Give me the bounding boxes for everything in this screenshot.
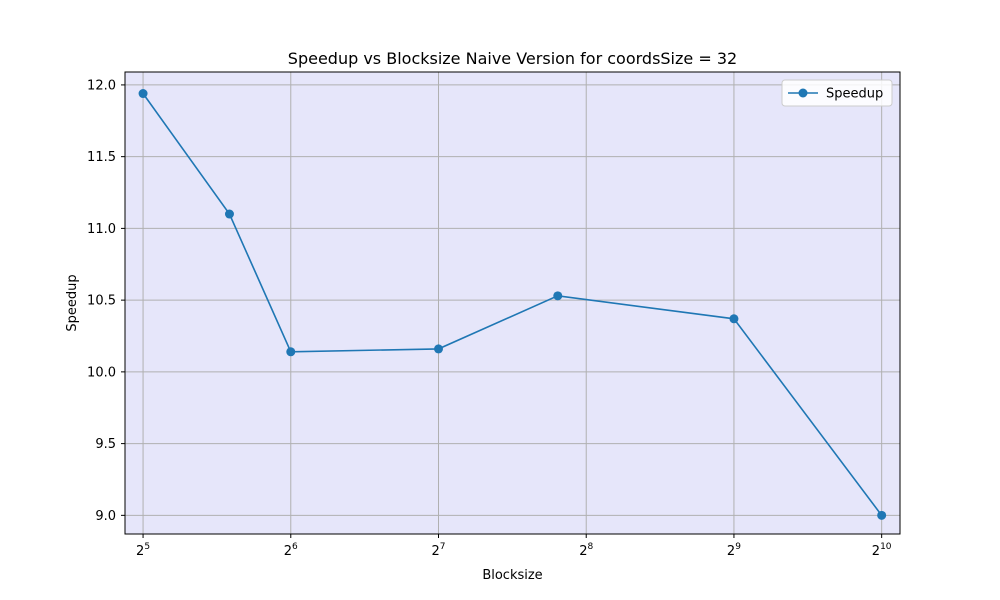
y-tick-label: 9.0	[95, 509, 116, 524]
plot-area	[125, 72, 900, 534]
legend-box	[781, 79, 893, 107]
y-axis-ticks: 9.0 9.5 10.0 10.5 11.0 11.5 12.0	[87, 78, 125, 524]
chart-title: Speedup vs Blocksize Naive Version for c…	[288, 49, 737, 68]
data-point	[286, 347, 296, 357]
y-tick-label: 11.5	[87, 150, 116, 165]
y-tick-label: 10.0	[87, 365, 116, 380]
y-axis-label: Speedup	[65, 274, 80, 331]
y-tick-label: 11.0	[87, 222, 116, 237]
plot-frame	[124, 71, 901, 535]
x-tick-label: 25	[136, 542, 150, 559]
legend: Speedup	[781, 79, 893, 107]
x-tick-label: 28	[579, 542, 593, 559]
grid-lines	[125, 72, 900, 534]
y-tick-label: 10.5	[87, 294, 116, 309]
data-point	[434, 344, 444, 354]
x-tick-label: 29	[727, 542, 741, 559]
x-tick-label: 27	[431, 542, 445, 559]
x-tick-label: 210	[872, 542, 892, 559]
y-tick-label: 9.5	[95, 437, 116, 452]
legend-marker	[798, 88, 808, 98]
x-axis-ticks: 25 26 27 28 29 210	[136, 534, 892, 559]
data-point	[138, 89, 148, 99]
data-point	[877, 510, 887, 520]
x-tick-label: 26	[284, 542, 298, 559]
y-tick-label: 12.0	[87, 78, 116, 93]
legend-label: Speedup	[826, 87, 883, 102]
data-point	[729, 314, 739, 324]
data-point	[224, 209, 234, 219]
series-layer	[138, 89, 887, 520]
data-point	[553, 291, 563, 301]
x-axis-label: Blocksize	[482, 568, 542, 583]
